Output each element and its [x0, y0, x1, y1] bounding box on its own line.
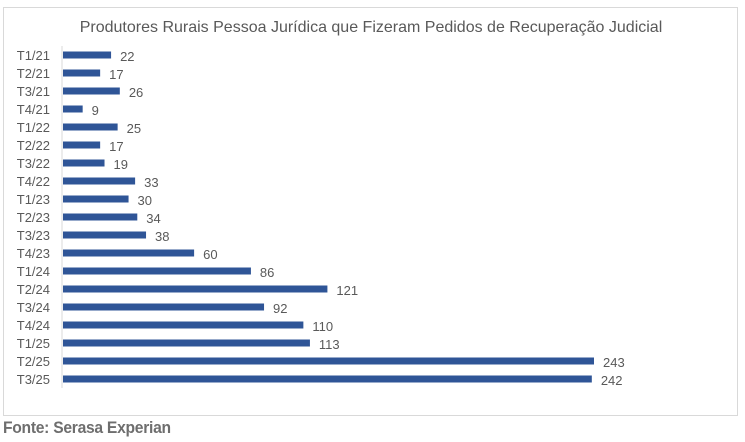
bar — [63, 141, 101, 149]
category-tick-label: T1/22 — [17, 120, 50, 135]
source-note: Fonte: Serasa Experian — [3, 418, 171, 437]
category-tick-label: T3/24 — [17, 300, 50, 315]
data-label: 121 — [336, 283, 358, 298]
category-tick-label: T4/23 — [17, 246, 50, 261]
bar — [63, 231, 147, 239]
data-label: 34 — [146, 211, 160, 226]
data-label: 30 — [138, 193, 152, 208]
bar — [63, 249, 195, 257]
data-label: 242 — [601, 373, 623, 388]
category-tick-label: T3/25 — [17, 372, 50, 387]
category-tick-label: T2/23 — [17, 210, 50, 225]
data-label: 19 — [114, 157, 128, 172]
bar — [63, 177, 136, 185]
data-label: 243 — [603, 355, 625, 370]
bar — [63, 105, 83, 113]
bar — [63, 321, 304, 329]
data-label: 25 — [127, 121, 141, 136]
chart-title: Produtores Rurais Pessoa Jurídica que Fi… — [80, 19, 663, 36]
data-label: 26 — [129, 85, 143, 100]
data-label: 17 — [109, 67, 123, 82]
bar — [63, 357, 594, 365]
category-tick-label: T2/21 — [17, 66, 50, 81]
bar — [63, 267, 251, 275]
category-tick-label: T4/24 — [17, 318, 50, 333]
category-tick-label: T1/25 — [17, 336, 50, 351]
data-label: 33 — [144, 175, 158, 190]
category-tick-label: T1/23 — [17, 192, 50, 207]
data-label: 22 — [120, 49, 134, 64]
bar — [63, 159, 105, 167]
chart-area — [3, 7, 738, 416]
category-tick-label: T1/21 — [17, 48, 50, 63]
data-label: 113 — [319, 337, 340, 352]
bar — [63, 339, 310, 347]
category-tick-label: T2/24 — [17, 282, 50, 297]
data-label: 86 — [260, 265, 274, 280]
data-label: 17 — [109, 139, 123, 154]
category-tick-label: T3/23 — [17, 228, 50, 243]
bar — [63, 69, 101, 77]
data-label: 92 — [273, 301, 287, 316]
category-tick-label: T2/25 — [17, 354, 50, 369]
bar — [63, 285, 328, 293]
data-label: 110 — [312, 319, 333, 334]
bar — [63, 51, 112, 59]
bar — [63, 87, 120, 95]
bar — [63, 195, 129, 203]
bar — [63, 375, 592, 383]
category-tick-label: T4/21 — [17, 102, 50, 117]
category-tick-label: T4/22 — [17, 174, 50, 189]
bar — [63, 303, 265, 311]
data-label: 60 — [203, 247, 217, 262]
category-tick-label: T3/22 — [17, 156, 50, 171]
data-label: 38 — [155, 229, 169, 244]
category-tick-label: T1/24 — [17, 264, 50, 279]
data-label: 9 — [92, 103, 99, 118]
category-tick-label: T3/21 — [17, 84, 50, 99]
category-tick-label: T2/22 — [17, 138, 50, 153]
bar — [63, 123, 118, 131]
bar-chart: Produtores Rurais Pessoa Jurídica que Fi… — [17, 19, 663, 388]
bar — [63, 213, 138, 221]
